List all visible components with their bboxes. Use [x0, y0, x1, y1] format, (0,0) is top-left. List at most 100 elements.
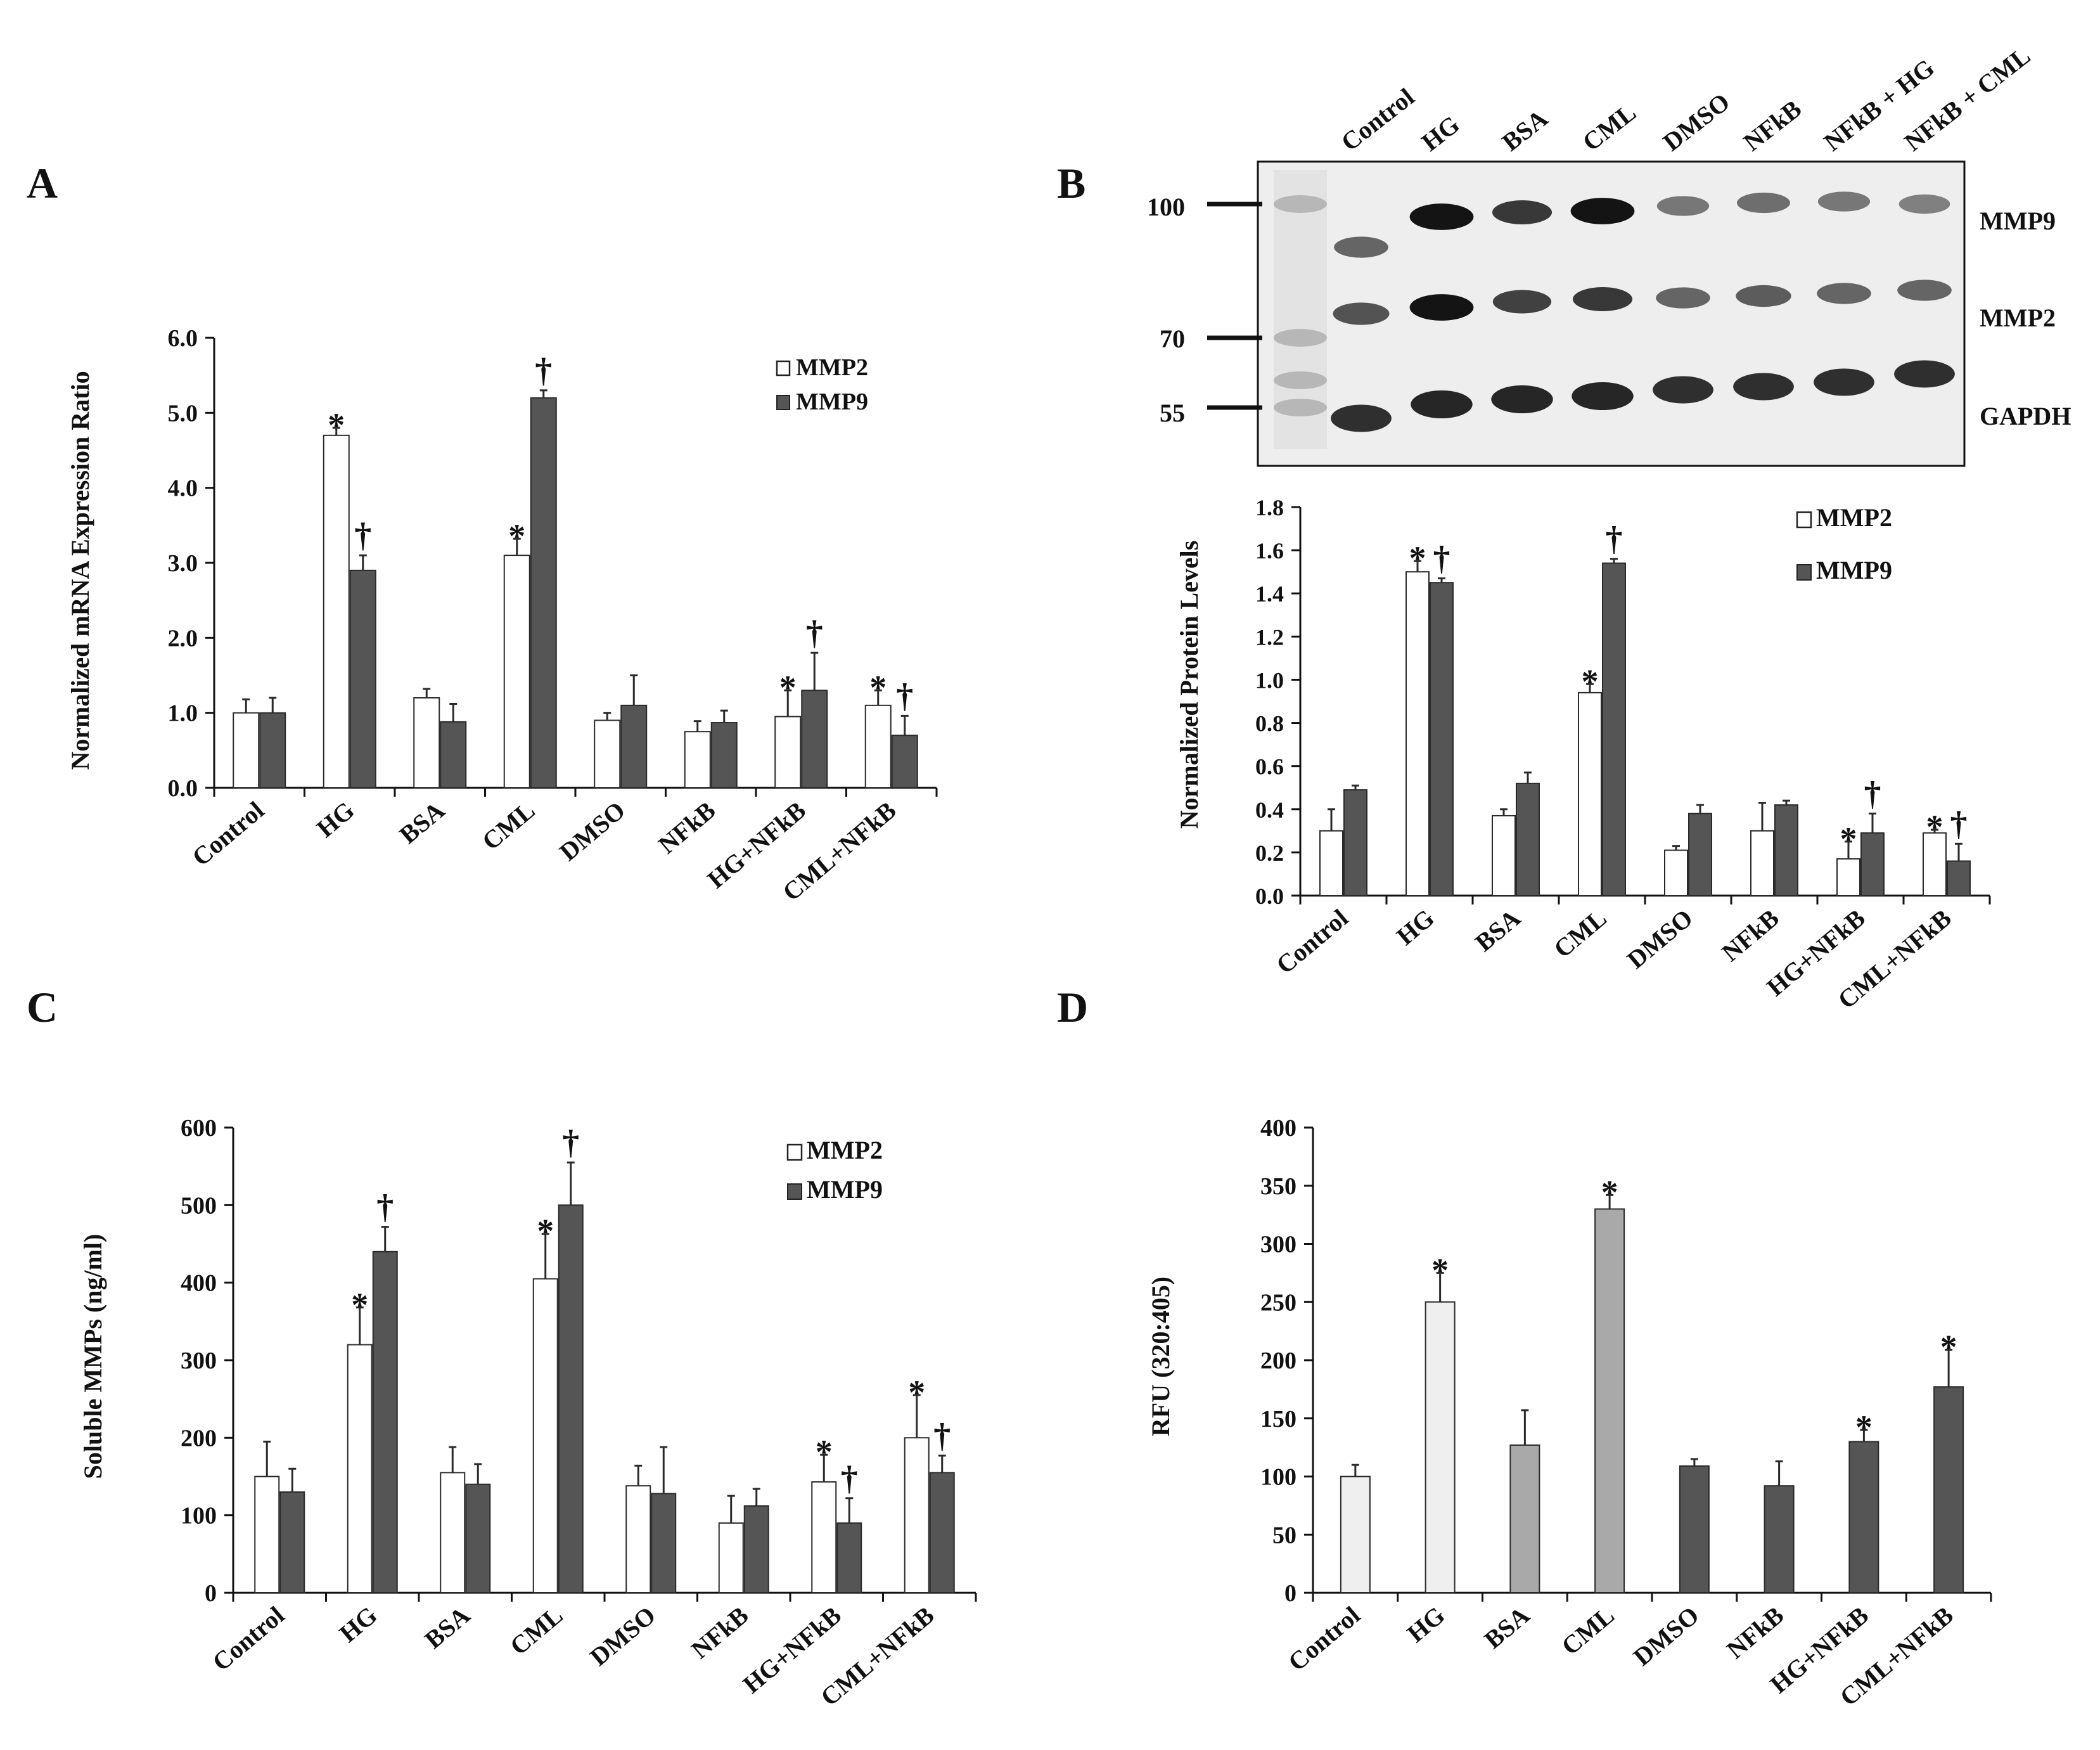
chart-c-significance-mark: †: [841, 1459, 858, 1497]
blot-band-gapdh-dmso: [1653, 376, 1713, 404]
chart-b-bar-mmp2-control: [1319, 830, 1343, 897]
chart-b-y-tick-label: 1.0: [1255, 667, 1284, 693]
ladder-lane: [1274, 170, 1327, 449]
chart-c-y-tick-label: 0: [205, 1580, 217, 1607]
chart-c-legend-label-mmp9: MMP9: [807, 1175, 883, 1204]
chart-d-y-tick-label: 100: [1260, 1464, 1296, 1491]
blot-band-mmp2-nfkb-hg: [1817, 283, 1871, 304]
blot-band-mmp2-dmso: [1656, 287, 1710, 309]
panel-label-c: C: [27, 983, 58, 1031]
band-label-gapdh: GAPDH: [1980, 402, 2071, 430]
chart-a-bar-mmp9-cml: [530, 397, 557, 788]
chart-b-bar-mmp9-hg-nfkb: [1860, 832, 1885, 896]
chart-b-significance-mark: *: [1840, 820, 1857, 858]
chart-c-significance-mark: *: [908, 1374, 925, 1412]
chart-b-bar-mmp2-cml: [1578, 692, 1602, 897]
chart-d-y-tick-label: 0: [1284, 1580, 1296, 1607]
chart-d-y-tick-label: 400: [1260, 1115, 1296, 1142]
chart-c-y-tick-label: 500: [181, 1192, 217, 1219]
blot-band-mmp2-nfkb: [1736, 285, 1791, 307]
blot-band-gapdh-cml: [1572, 382, 1634, 411]
chart-b-bar-mmp9-dmso: [1688, 813, 1712, 896]
chart-a-legend-swatch-mmp2: [776, 360, 791, 376]
blot-band-gapdh-nfkb-cml: [1894, 360, 1955, 388]
blot-band-mmp9-bsa: [1492, 200, 1553, 224]
chart-b-y-tick-label: 0.8: [1255, 711, 1284, 737]
blot-band-labels: MMP9 MMP2 GAPDH: [1980, 207, 2071, 430]
chart-c-bar-mmp9-control: [279, 1491, 305, 1593]
blot-band-mmp9-control: [1334, 236, 1388, 258]
chart-d-bar-rfu-control: [1340, 1476, 1371, 1593]
chart-b-bar-mmp9-bsa: [1516, 782, 1540, 897]
chart-b-y-tick-label: 1.6: [1255, 538, 1284, 563]
blot-band-mmp2-hg: [1409, 294, 1474, 321]
chart-c-bar-mmp2-bsa: [440, 1472, 466, 1593]
chart-b-bar-mmp9-hg: [1430, 582, 1454, 896]
chart-a-bar-mmp9-dmso: [620, 704, 648, 789]
chart-a-legend-swatch-mmp9: [776, 395, 790, 410]
chart-c-y-tick-label: 200: [181, 1425, 217, 1451]
chart-a-bar-mmp9-cml-nfkb: [891, 735, 918, 788]
chart-a-bar-mmp2-nfkb: [684, 731, 711, 788]
chart-d-bar-rfu-hg: [1425, 1301, 1456, 1593]
chart-b-y-tick-label: 1.2: [1255, 624, 1284, 650]
chart-a-y-tick-label: 0.0: [168, 775, 198, 802]
chart-b-ylabel: Normalized Protein Levels: [1175, 541, 1203, 829]
blot-band-mmp9-dmso: [1656, 196, 1710, 216]
chart-d-y-tick-label: 350: [1260, 1173, 1296, 1200]
blot-band-mmp9-cml: [1570, 198, 1635, 224]
chart-a-significance-mark: *: [779, 669, 797, 707]
blot-band-gapdh-bsa: [1491, 385, 1553, 414]
chart-c-bar-mmp2-cml-nfkb: [904, 1437, 930, 1593]
chart-d-significance-mark: *: [1601, 1173, 1618, 1211]
chart-c-legend-label-mmp2: MMP2: [807, 1136, 883, 1164]
chart-a-bar-mmp2-control: [233, 712, 260, 788]
chart-c-bar-mmp9-hg: [372, 1251, 398, 1593]
band-label-mmp2: MMP2: [1980, 304, 2056, 332]
chart-a-bar-mmp2-hg-nfkb: [774, 716, 802, 789]
chart-a-y-tick-label: 2.0: [168, 625, 198, 652]
chart-a-legend: MMP2 MMP9: [776, 354, 868, 415]
chart-c-significance-mark: †: [376, 1188, 394, 1226]
chart-b-bar-mmp2-nfkb: [1750, 830, 1774, 897]
chart-d-y-tick-label: 250: [1260, 1289, 1296, 1316]
chart-a-y-tick-label: 3.0: [168, 550, 198, 577]
blot-band-gapdh-control: [1331, 404, 1392, 432]
panel-label-b: B: [1057, 159, 1085, 207]
chart-b-legend-swatch-mmp9: [1796, 564, 1812, 581]
marker-label-55: 55: [1160, 399, 1185, 427]
chart-a-significance-mark: *: [508, 517, 525, 555]
chart-a-y-tick-label: 5.0: [168, 400, 198, 427]
blot-bands: [1331, 191, 1955, 432]
chart-d-bar-rfu-dmso: [1679, 1465, 1710, 1594]
marker-label-70: 70: [1160, 325, 1185, 353]
chart-c-bar-mmp2-hg: [347, 1344, 373, 1594]
chart-b-bar-mmp9-control: [1343, 789, 1367, 897]
chart-a-bar-mmp9-bsa: [440, 721, 467, 789]
chart-a-significance-mark: *: [328, 406, 345, 444]
chart-d-significance-mark: *: [1940, 1328, 1957, 1366]
chart-b-legend-swatch-mmp2: [1796, 511, 1812, 529]
chart-a-significance-mark: *: [869, 669, 887, 707]
chart-c-significance-mark: †: [933, 1416, 951, 1454]
chart-b-significance-mark: *: [1409, 539, 1426, 577]
chart-c-bar-mmp2-hg-nfkb: [811, 1481, 837, 1593]
chart-d-significance-mark: *: [1855, 1408, 1873, 1446]
chart-b-significance-mark: †: [1950, 804, 1968, 842]
chart-c-bar-mmp2-cml: [532, 1278, 558, 1594]
chart-d-y-tick-label: 300: [1260, 1232, 1296, 1258]
band-label-mmp9: MMP9: [1980, 207, 2056, 235]
chart-c-legend-swatch-mmp9: [787, 1183, 802, 1200]
chart-c-y-tick-label: 400: [181, 1270, 217, 1297]
blot-band-mmp2-cml: [1572, 287, 1633, 311]
chart-c-bar-mmp9-dmso: [651, 1493, 677, 1593]
chart-a-legend-label-mmp9: MMP9: [796, 389, 868, 415]
chart-a-ylabel: Normalized mRNA Expression Ratio: [66, 371, 94, 769]
chart-a-significance-mark: †: [806, 614, 823, 652]
chart-c-bar-mmp9-cml: [558, 1204, 584, 1594]
blot-band-gapdh-hg: [1411, 390, 1473, 419]
chart-b-bar-mmp2-cml-nfkb: [1923, 832, 1947, 896]
chart-d-y-tick-label: 50: [1272, 1522, 1296, 1548]
chart-c-bar-mmp9-bsa: [465, 1483, 491, 1594]
